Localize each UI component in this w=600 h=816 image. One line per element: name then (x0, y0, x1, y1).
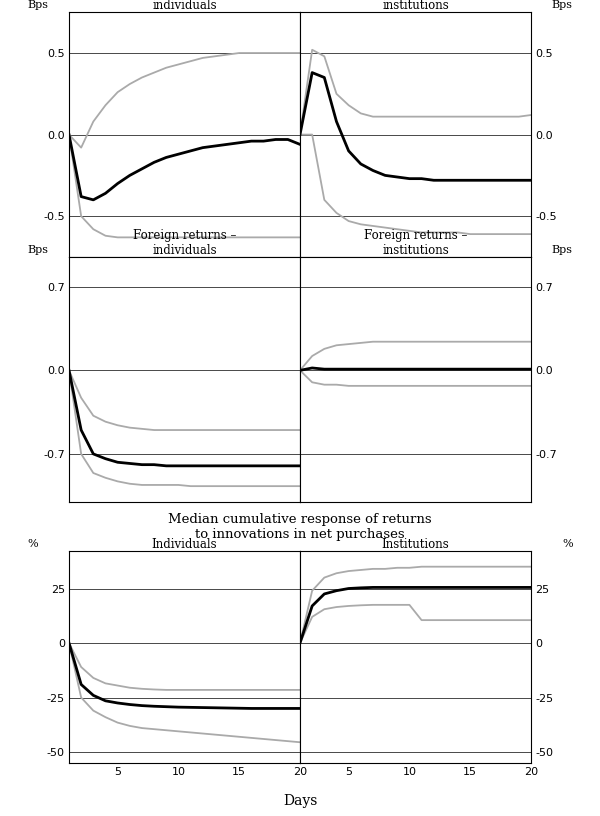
Text: Bps: Bps (551, 0, 572, 10)
Title: Foreign returns –
individuals: Foreign returns – individuals (133, 229, 236, 257)
Text: Days: Days (283, 794, 317, 808)
Title: Foreign returns –
institutions: Foreign returns – institutions (364, 229, 467, 257)
Title: Individuals: Individuals (152, 539, 217, 552)
Text: Bps: Bps (28, 245, 49, 255)
Title: Institutions: Institutions (382, 539, 449, 552)
Title: Domestic returns –
individuals: Domestic returns – individuals (128, 0, 241, 12)
Text: Median cumulative response of returns
to innovations in net purchases: Median cumulative response of returns to… (168, 512, 432, 540)
Title: Domestic returns –
institutions: Domestic returns – institutions (359, 0, 472, 12)
Text: %: % (562, 539, 572, 549)
Text: Bps: Bps (28, 0, 49, 10)
Text: Bps: Bps (551, 245, 572, 255)
Text: %: % (28, 539, 38, 549)
